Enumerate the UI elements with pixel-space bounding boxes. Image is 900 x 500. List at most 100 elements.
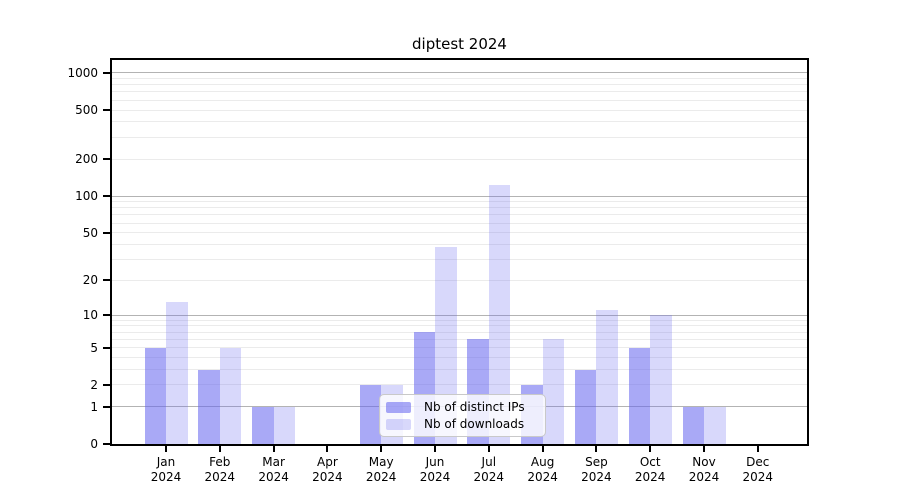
legend: Nb of distinct IPs Nb of downloads (379, 394, 546, 437)
y-tick-mark (103, 405, 110, 408)
gridline-major (112, 195, 807, 197)
gridline-minor (112, 384, 807, 386)
y-tick-mark (103, 231, 110, 234)
legend-row: Nb of distinct IPs (386, 401, 545, 414)
x-tick-label: Feb 2024 (188, 455, 252, 485)
x-tick-label: Jan 2024 (134, 455, 198, 485)
bars-layer (112, 60, 807, 444)
y-tick-label: 5 (90, 340, 98, 355)
x-tick-year: 2024 (204, 470, 236, 484)
bar-distinct-ips (682, 406, 704, 444)
x-tick-month: Jul (481, 455, 497, 469)
x-tick-month: Nov (692, 455, 716, 469)
x-tick-label: Apr 2024 (295, 455, 359, 485)
x-tick-year: 2024 (473, 470, 505, 484)
x-tick-mark (756, 446, 759, 452)
bar-downloads (488, 185, 511, 444)
x-tick-year: 2024 (258, 470, 289, 484)
x-tick-month: Jan (156, 455, 176, 469)
gridline-minor (112, 232, 807, 234)
x-tick-label: Sep 2024 (564, 455, 628, 485)
gridline-minor (112, 259, 807, 260)
gridline-minor (112, 319, 807, 321)
x-tick-month: Apr (317, 455, 338, 469)
y-tick-mark (103, 314, 110, 317)
gridline-minor (112, 84, 807, 86)
bar-downloads (273, 406, 296, 444)
x-tick-month: Oct (639, 455, 661, 469)
x-tick-year: 2024 (150, 470, 182, 484)
y-tick-mark (103, 443, 110, 445)
x-tick-year: 2024 (634, 470, 666, 484)
bar-downloads (650, 315, 672, 444)
x-tick-label: Oct 2024 (618, 455, 682, 485)
y-tick-mark (103, 109, 110, 111)
gridline-minor (112, 77, 807, 79)
gridline-minor (112, 207, 807, 209)
y-tick-mark (103, 279, 110, 282)
legend-row: Nb of downloads (386, 418, 545, 431)
gridline-minor (112, 136, 807, 138)
bar-distinct-ips (252, 406, 274, 444)
x-tick-month: Feb (209, 455, 231, 469)
bar-downloads (704, 406, 726, 444)
x-tick-month: Jun (425, 455, 445, 469)
bar-distinct-ips (144, 347, 166, 444)
y-tick-label: 2 (90, 377, 98, 392)
x-tick-month: Aug (530, 455, 555, 469)
y-tick-label: 20 (82, 273, 98, 288)
legend-item-label: Nb of distinct IPs (424, 400, 525, 414)
gridline-minor (112, 331, 807, 333)
gridline-minor (112, 325, 807, 327)
y-tick-label: 50 (82, 225, 98, 240)
x-tick-year: 2024 (419, 470, 451, 484)
gridline-minor (112, 369, 807, 371)
x-tick-mark (595, 446, 598, 452)
gridline-minor (112, 338, 807, 340)
y-tick-label: 1 (90, 399, 98, 414)
gridline-minor (112, 158, 807, 160)
x-tick-month: May (368, 455, 394, 469)
chart-title: diptest 2024 (412, 35, 507, 53)
x-tick-month: Mar (262, 455, 285, 469)
y-tick-mark (103, 346, 110, 349)
x-tick-mark (326, 446, 329, 452)
legend-swatch (386, 419, 411, 430)
x-tick-mark (165, 446, 167, 452)
x-tick-year: 2024 (365, 470, 397, 484)
x-tick-label: Jul 2024 (457, 455, 521, 485)
bar-distinct-ips (359, 384, 382, 444)
gridline-minor (112, 279, 807, 281)
x-tick-mark (703, 446, 705, 452)
gridline-minor (112, 243, 807, 245)
x-tick-month: Dec (746, 455, 770, 469)
y-tick-mark (103, 383, 110, 386)
y-tick-label: 1000 (67, 65, 98, 80)
gridline-major (112, 72, 807, 74)
y-tick-label: 100 (75, 189, 98, 204)
x-tick-mark (272, 446, 275, 452)
x-tick-month: Sep (585, 455, 608, 469)
gridline-minor (112, 121, 807, 123)
gridline-minor (112, 201, 807, 203)
x-tick-label: Mar 2024 (242, 455, 306, 485)
x-tick-year: 2024 (742, 470, 774, 484)
y-tick-mark (103, 195, 110, 198)
gridline-minor (112, 109, 807, 111)
bar-downloads (219, 347, 242, 444)
x-tick-mark (541, 446, 544, 452)
gridline-major (112, 314, 807, 316)
x-tick-label: May 2024 (349, 455, 413, 485)
gridline-minor (112, 357, 807, 359)
x-tick-year: 2024 (688, 470, 720, 484)
y-tick-label: 500 (75, 103, 98, 117)
gridline-minor (112, 214, 807, 216)
x-tick-mark (434, 446, 436, 452)
bar-distinct-ips (198, 369, 220, 444)
bar-downloads (542, 339, 565, 444)
x-tick-label: Dec 2024 (726, 455, 790, 485)
bar-downloads (166, 302, 188, 444)
gridline-minor (112, 91, 807, 93)
gridline-minor (112, 222, 807, 224)
